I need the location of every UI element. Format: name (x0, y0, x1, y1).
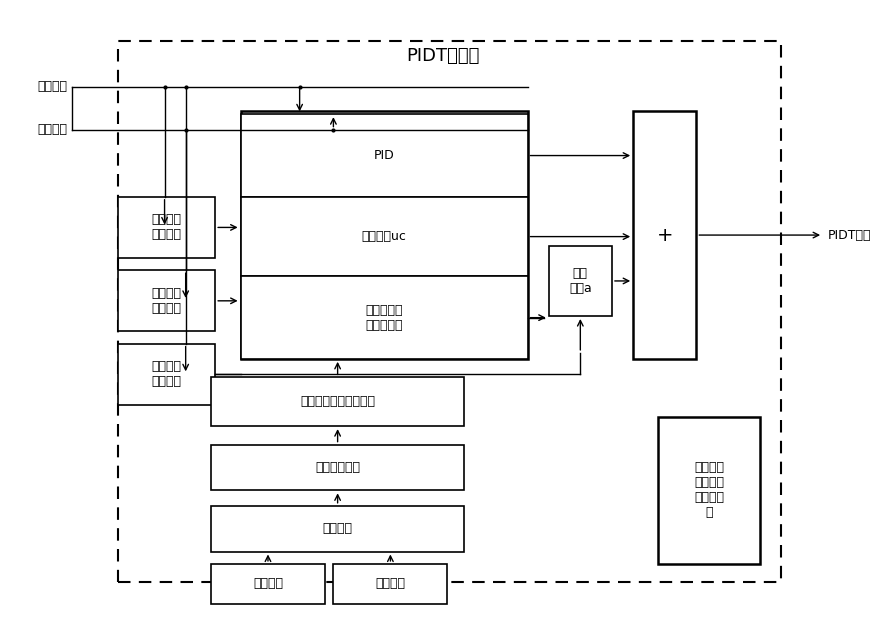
Text: 模板独立
控制选择: 模板独立 控制选择 (152, 213, 182, 241)
Text: PID: PID (373, 149, 394, 162)
Bar (118, 270, 215, 332)
Text: 模板启动
控制逻辑: 模板启动 控制逻辑 (152, 287, 182, 315)
Text: PIDT输出: PIDT输出 (826, 229, 870, 242)
Text: +: + (656, 226, 673, 244)
Bar (211, 564, 325, 604)
Text: 设置常量uc: 设置常量uc (361, 230, 406, 243)
Text: 已选模板: 已选模板 (322, 522, 352, 535)
Bar (118, 343, 215, 405)
Text: 自建模板
及参数配
置操作界
面: 自建模板 及参数配 置操作界 面 (694, 461, 723, 520)
Bar (118, 197, 215, 258)
Text: 常规模板: 常规模板 (253, 577, 283, 590)
Text: 模板参数配置: 模板参数配置 (315, 461, 360, 474)
Text: 模板强度
系数选择: 模板强度 系数选择 (152, 360, 182, 388)
Bar (658, 417, 759, 564)
Bar (211, 445, 464, 490)
Bar (211, 506, 464, 552)
Text: 强度
系数a: 强度 系数a (568, 267, 591, 295)
Bar (333, 564, 447, 604)
Bar (241, 114, 527, 197)
Text: PIDT控制器: PIDT控制器 (406, 47, 479, 65)
Bar (118, 41, 780, 582)
Text: 给定输入: 给定输入 (38, 123, 68, 136)
Bar (548, 246, 611, 316)
Bar (241, 111, 527, 359)
Text: 自建模板: 自建模板 (375, 577, 405, 590)
Bar (632, 111, 695, 359)
Text: 时间一模板输出查询表: 时间一模板输出查询表 (299, 396, 375, 408)
Text: 偏差输入: 偏差输入 (38, 80, 68, 93)
Text: 时间一模板
输出发生器: 时间一模板 输出发生器 (365, 304, 402, 332)
Bar (211, 378, 464, 426)
Bar (241, 277, 527, 359)
Bar (241, 197, 527, 277)
